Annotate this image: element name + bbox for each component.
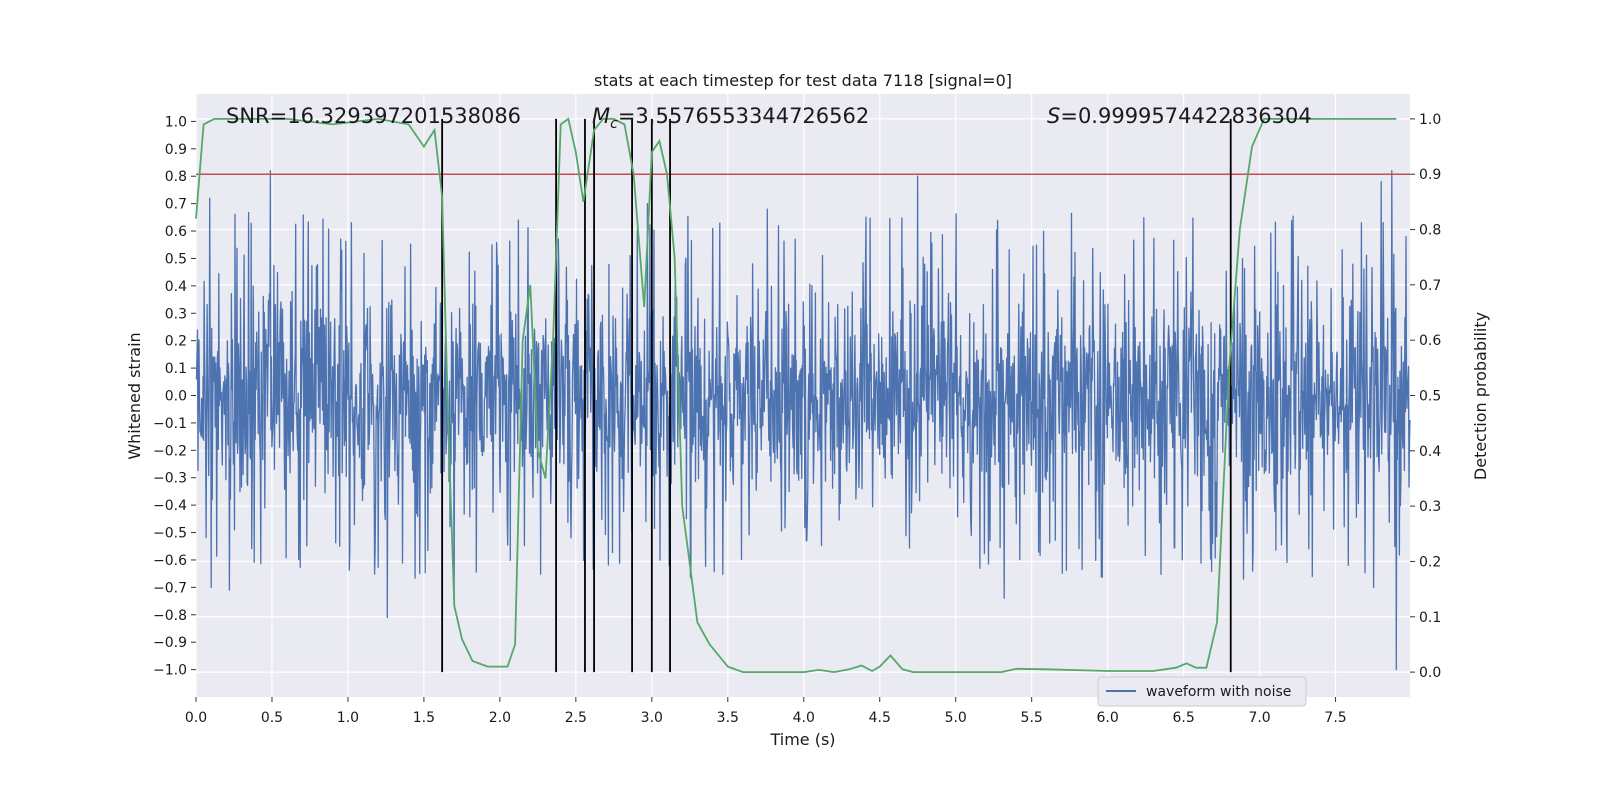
x-tick-label: 6.0 [1097,710,1119,726]
y-left-tick-label: −0.5 [153,526,187,542]
y-left-tick-label: 0.5 [165,251,187,267]
s-value: =0.9999574422836304 [1060,104,1311,128]
y-left-tick-label: −0.6 [153,553,187,569]
chirp-mass-symbol: M [592,104,610,128]
s-annotation: S=0.9999574422836304 [1047,104,1312,128]
y-left-axis-label: Whitened strain [125,332,144,459]
chart-title: stats at each timestep for test data 711… [594,71,1012,90]
detection-probability-series [195,117,1397,674]
x-tick-label: 7.5 [1324,710,1346,726]
x-tick-label: 1.0 [337,710,359,726]
y-right-tick-label: 0.2 [1419,554,1441,570]
y-left-tick-label: −0.4 [153,498,187,514]
y-left-tick-label: −0.8 [153,608,187,624]
x-tick-label: 4.0 [793,710,815,726]
y-left-tick-label: 0.4 [165,279,187,295]
snr-annotation: SNR=16.329397201538086 [226,104,521,128]
waveform-with-noise-line [195,170,1411,671]
y-left-tick-labels: 1.0 0.9 0.8 0.7 0.6 0.5 0.4 0.3 0.2 0.1 0.0 −0.1 −0.… [153,114,196,679]
y-right-tick-labels: 1.0 0.9 0.8 0.7 0.6 0.5 0.4 0.3 0.2 0.1 0.0 [1410,112,1441,681]
chirp-mass-annotation: Mc=3.5576553344726562 [592,104,869,132]
x-tick-label: 6.5 [1172,710,1194,726]
y-left-tick-label: −1.0 [153,663,187,679]
y-right-tick-label: 0.1 [1419,610,1441,626]
x-tick-label: 3.5 [717,710,739,726]
y-left-tick-label: 0.8 [165,169,187,185]
y-left-tick-label: 0.1 [165,361,187,377]
y-right-tick-label: 0.3 [1419,499,1441,515]
y-right-tick-label: 0.4 [1419,444,1441,460]
s-symbol: S [1047,104,1060,128]
legend: waveform with noise [1097,676,1307,707]
x-tick-label: 3.0 [641,710,663,726]
y-left-tick-label: 1.0 [165,114,187,130]
y-left-tick-label: 0.2 [165,334,187,350]
y-left-tick-label: −0.9 [153,635,187,651]
waveform-with-noise-series [195,170,1411,671]
x-tick-label: 0.0 [185,710,207,726]
y-left-tick-label: 0.7 [165,197,187,213]
y-left-tick-label: 0.0 [165,389,187,405]
x-tick-label: 2.0 [489,710,511,726]
legend-label-waveform-with-noise: waveform with noise [1146,684,1291,700]
y-right-tick-label: 0.9 [1419,167,1441,183]
x-tick-label: 7.0 [1248,710,1270,726]
y-left-tick-label: 0.9 [165,142,187,158]
x-tick-label: 5.0 [945,710,967,726]
y-left-tick-label: −0.1 [153,416,187,432]
x-tick-label: 2.5 [565,710,587,726]
x-tick-label: 5.5 [1021,710,1043,726]
y-left-tick-label: 0.3 [165,306,187,322]
y-right-tick-label: 0.5 [1419,389,1441,405]
x-tick-label: 0.5 [261,710,283,726]
x-tick-label: 1.5 [413,710,435,726]
y-right-tick-label: 0.6 [1419,333,1441,349]
y-right-axis-label: Detection probability [1471,312,1490,480]
y-left-tick-label: −0.7 [153,580,187,596]
x-tick-labels: 0.0 0.5 1.0 1.5 2.0 2.5 3.0 3.5 4.0 4.5 5.0 5.5 6.0 6… [185,697,1347,726]
x-tick-label: 4.5 [869,710,891,726]
y-right-tick-label: 0.7 [1419,278,1441,294]
y-right-tick-label: 0.8 [1419,223,1441,239]
y-left-tick-label: −0.3 [153,471,187,487]
x-axis-label: Time (s) [769,730,835,749]
y-left-tick-label: 0.6 [165,224,187,240]
legend-box [1097,676,1307,707]
chirp-mass-value: =3.5576553344726562 [618,104,869,128]
chirp-mass-subscript: c [610,116,618,132]
y-right-tick-label: 0.0 [1419,665,1441,681]
y-left-tick-label: −0.2 [153,443,187,459]
y-right-tick-label: 1.0 [1419,112,1441,128]
